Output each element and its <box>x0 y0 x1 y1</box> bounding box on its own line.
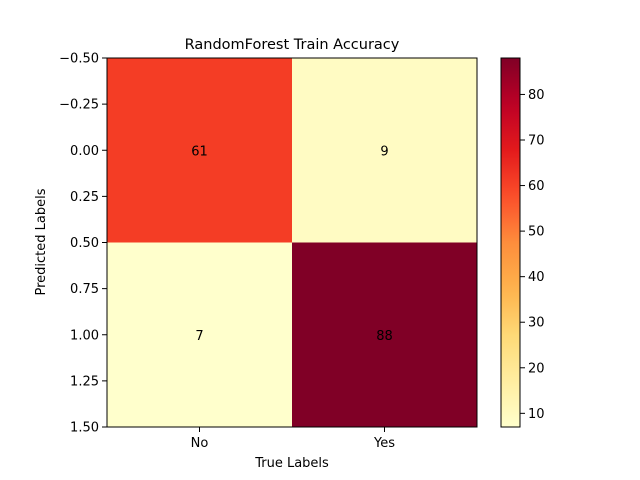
colorbar-tick-label: 60 <box>528 179 545 194</box>
x-axis-label: True Labels <box>254 456 329 471</box>
x-tick-label: Yes <box>373 436 395 451</box>
cell-value-label: 88 <box>376 329 393 344</box>
heatmap-cell <box>107 58 292 243</box>
heatmap-cell <box>292 242 477 427</box>
colorbar-tick-label: 40 <box>528 270 545 285</box>
chart-title: RandomForest Train Accuracy <box>185 37 400 53</box>
heatmap-cell <box>292 58 477 243</box>
colorbar-tick-label: 50 <box>528 225 545 240</box>
heatmap-cell <box>107 242 292 427</box>
heatmap-cells <box>107 58 477 427</box>
y-tick-label: 1.00 <box>70 328 99 343</box>
y-tick-label: 0.75 <box>70 282 99 297</box>
colorbar-tick-label: 30 <box>528 316 545 331</box>
y-tick-label: −0.25 <box>59 98 99 113</box>
y-axis: −0.50 −0.25 0.00 0.25 0.50 0.75 1.00 1.25 1.50 <box>59 52 107 436</box>
y-tick-label: 1.25 <box>70 374 99 389</box>
y-tick-label: −0.50 <box>59 52 99 67</box>
cell-value-label: 7 <box>195 329 203 344</box>
colorbar-tick-label: 70 <box>528 134 545 149</box>
y-axis-label: Predicted Labels <box>34 188 49 295</box>
cell-value-label: 61 <box>191 144 208 159</box>
colorbar-tick-label: 20 <box>528 361 545 376</box>
x-axis: No Yes <box>191 427 395 451</box>
y-tick-label: 0.50 <box>70 236 99 251</box>
colorbar-axis: 10 20 30 40 50 60 70 80 <box>520 88 545 422</box>
heatmap-cell-labels: 61 9 7 88 <box>191 144 393 344</box>
cell-value-label: 9 <box>380 144 388 159</box>
y-tick-label: 1.50 <box>70 421 99 436</box>
colorbar-tick-label: 80 <box>528 88 545 103</box>
colorbar-tick-label: 10 <box>528 407 545 422</box>
colorbar <box>500 57 521 428</box>
y-tick-label: 0.25 <box>70 190 99 205</box>
y-tick-label: 0.00 <box>70 144 99 159</box>
x-tick-label: No <box>191 436 209 451</box>
